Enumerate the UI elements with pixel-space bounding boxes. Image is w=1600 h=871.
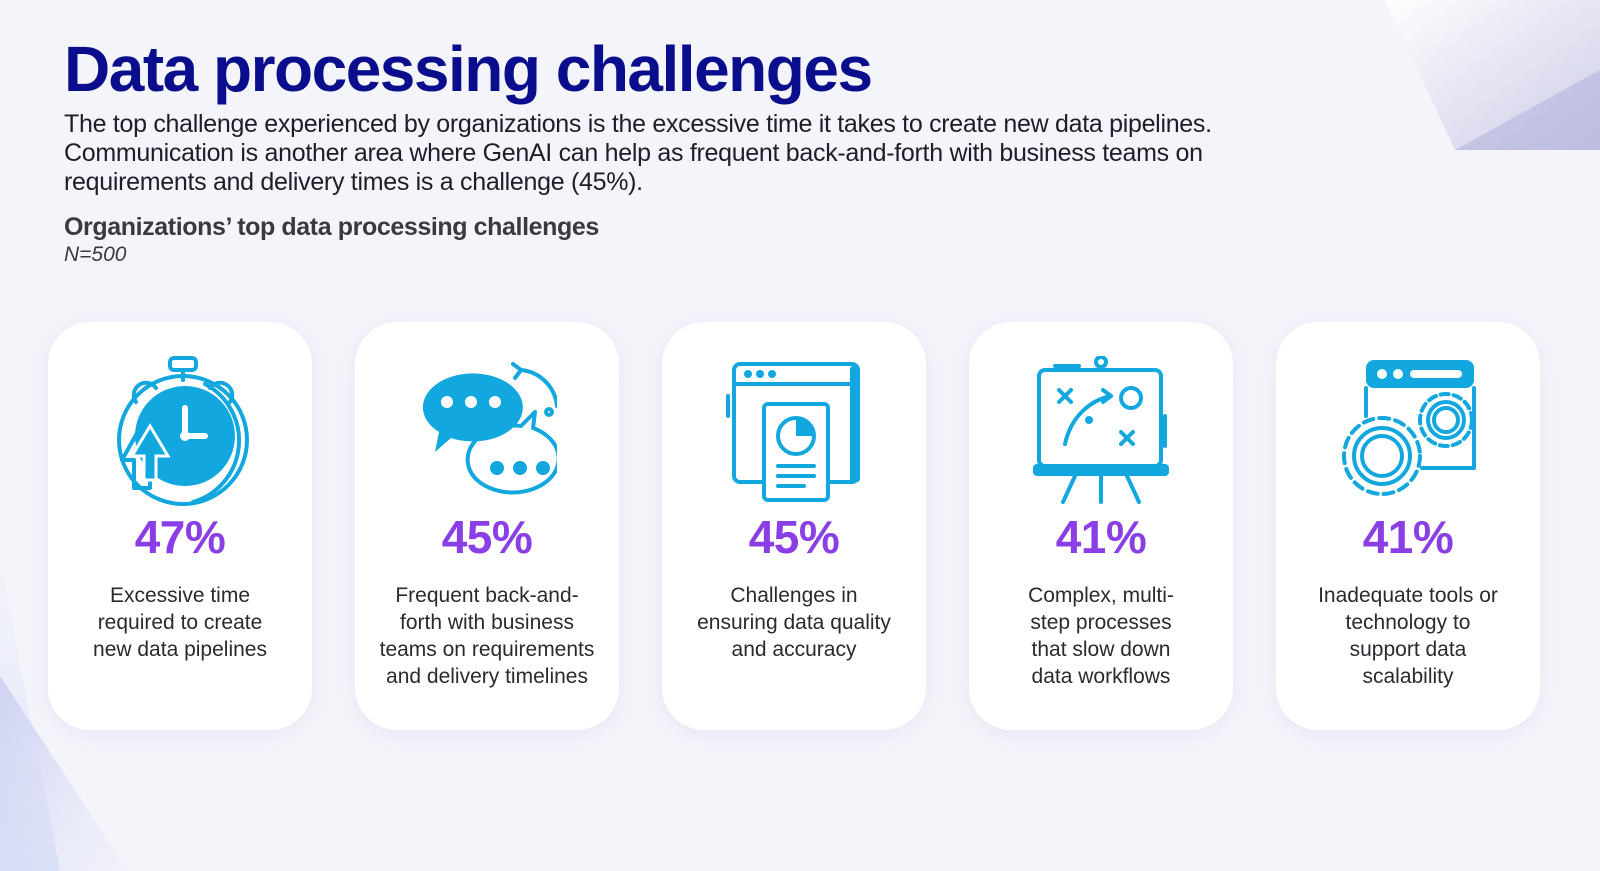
intro-line: The top challenge experienced by organiz… — [64, 110, 1212, 138]
stat-label-line: Excessive time — [109, 584, 251, 607]
page-title: Data processing challenges — [64, 33, 873, 105]
stat-label: Complex, multi- step processes that slow… — [983, 582, 1219, 690]
stat-label: Challenges in ensuring data quality and … — [676, 582, 912, 663]
corner-glow-left — [0, 560, 60, 871]
stat-label-line: forth with business — [400, 611, 574, 634]
stat-label-line: and delivery timelines — [386, 665, 588, 688]
stat-card: 41% Complex, multi- step processes that … — [969, 322, 1233, 730]
stat-label-line: step processes — [1030, 611, 1172, 634]
stat-label-line: and accuracy — [731, 638, 857, 661]
stat-value: 47% — [134, 511, 226, 563]
stat-card: 47% Excessive time required to create ne… — [48, 322, 312, 730]
stat-label-line: Inadequate tools or — [1318, 584, 1498, 607]
corner-facet-top-right — [1455, 70, 1600, 150]
stat-value: 41% — [1055, 511, 1147, 563]
strategy-board-icon — [1033, 356, 1169, 504]
stat-label-line: required to create — [97, 611, 263, 634]
intro-paragraph: The top challenge experienced by organiz… — [64, 110, 1344, 197]
stat-value: 45% — [748, 511, 840, 563]
stat-card: 41% Inadequate tools or technology to su… — [1276, 322, 1540, 730]
corner-shape-top-right — [1385, 0, 1600, 150]
intro-line: Communication is another area where GenA… — [64, 139, 1203, 167]
stat-label-line: technology to — [1345, 611, 1471, 634]
sample-size: N=500 — [64, 243, 127, 266]
stat-label-line: Frequent back-and- — [395, 584, 579, 607]
stat-label-line: that slow down — [1031, 638, 1171, 661]
stat-label-line: scalability — [1362, 665, 1454, 688]
stat-label-line: data workflows — [1031, 665, 1171, 688]
stat-label-line: new data pipelines — [93, 638, 267, 661]
stat-value: 41% — [1362, 511, 1454, 563]
stat-label-line: teams on requirements — [379, 638, 595, 661]
stat-label-line: ensuring data quality — [697, 611, 891, 634]
data-report-icon — [726, 362, 860, 502]
stat-label-line: support data — [1349, 638, 1467, 661]
stat-label: Frequent back-and- forth with business t… — [369, 582, 605, 690]
stat-card: 45% Frequent back-and- forth with busine… — [355, 322, 619, 730]
intro-line: requirements and delivery times is a cha… — [64, 168, 643, 196]
chart-title: Organizations’ top data processing chall… — [64, 213, 599, 241]
stat-label-line: Challenges in — [730, 584, 858, 607]
stat-card: 45% Challenges in ensuring data quality … — [662, 322, 926, 730]
stopwatch-icon — [117, 356, 249, 506]
stat-label: Inadequate tools or technology to suppor… — [1290, 582, 1526, 690]
stat-label: Excessive time required to create new da… — [62, 582, 298, 663]
chat-bubbles-icon — [422, 362, 557, 495]
stat-value: 45% — [441, 511, 533, 563]
browser-gears-icon — [1342, 360, 1476, 496]
stat-label-line: Complex, multi- — [1028, 584, 1174, 607]
